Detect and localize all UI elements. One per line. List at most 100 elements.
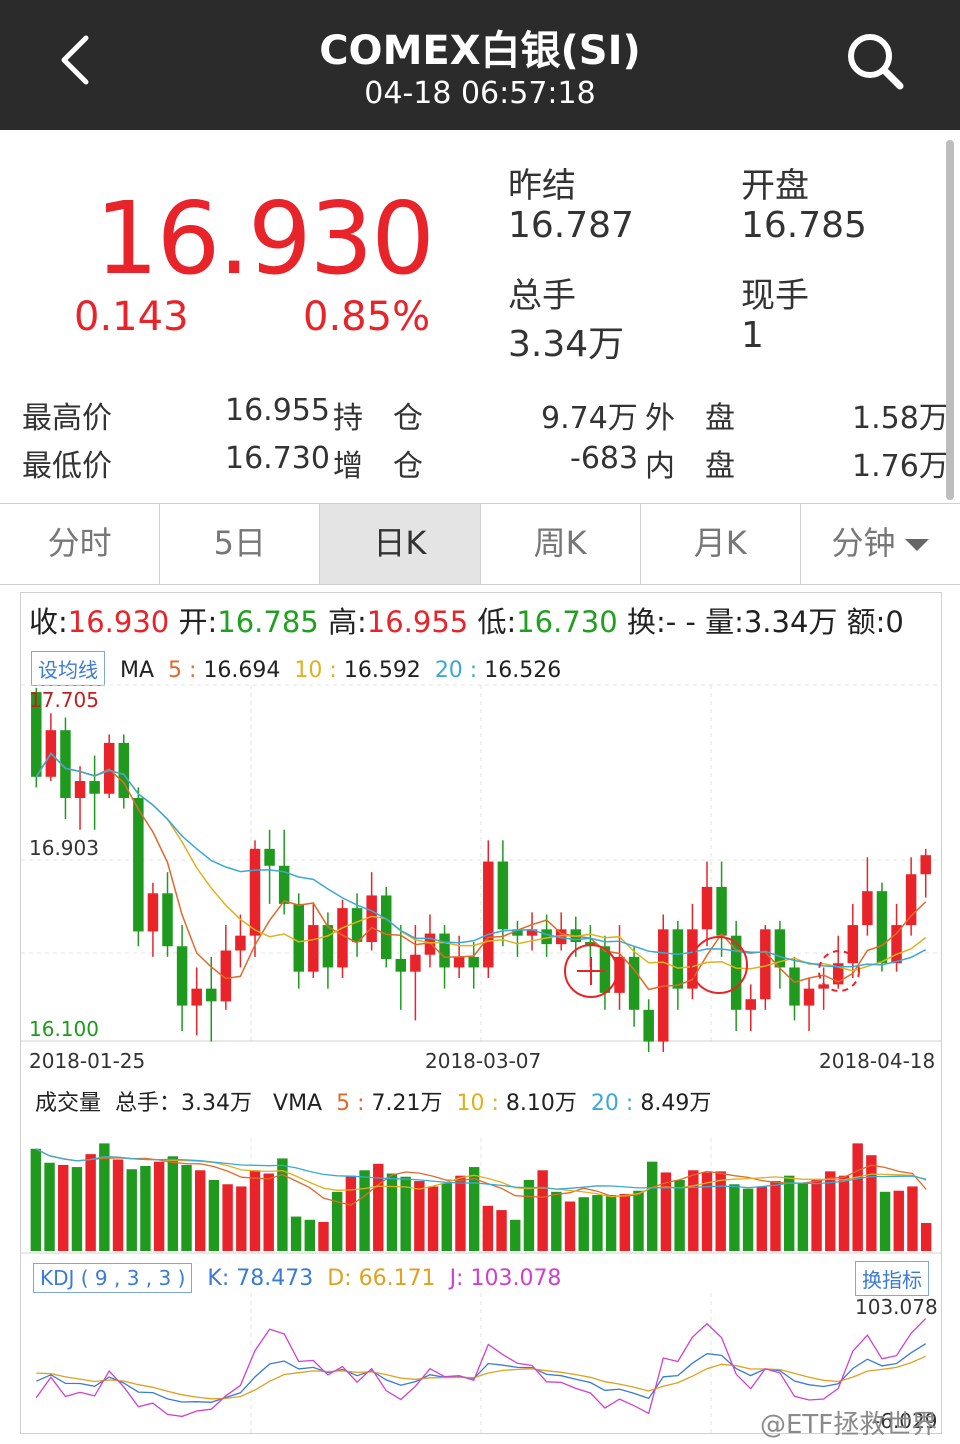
candle-body <box>31 692 42 777</box>
volume-bar <box>373 1163 384 1251</box>
open-value: 16.785 <box>217 605 319 639</box>
volume-bar <box>112 1159 124 1251</box>
candle-body <box>862 891 873 926</box>
candle-body <box>89 781 100 794</box>
close-value: 16.930 <box>67 605 170 639</box>
volume-bar <box>482 1205 494 1251</box>
set-ma-button[interactable]: 设均线 <box>31 651 105 686</box>
volume-bar <box>304 1219 315 1251</box>
oi-change-label: 增 仓 <box>333 449 423 484</box>
candle-body <box>103 742 115 794</box>
candle-body <box>395 958 407 972</box>
scrollbar[interactable] <box>946 140 954 500</box>
candle-body <box>483 861 494 968</box>
candle-body <box>264 848 275 866</box>
candle-body <box>278 865 290 904</box>
volume-bar <box>441 1183 452 1251</box>
dropdown-triangle-icon <box>905 539 930 551</box>
last-price: 16.930 <box>95 180 435 297</box>
volume-bar <box>249 1170 261 1251</box>
volume-value: 量:3.34万 <box>705 605 838 639</box>
candle-body <box>220 950 232 1002</box>
volume-bar <box>195 1170 206 1251</box>
volume-bar <box>468 1167 480 1251</box>
volume-bar <box>592 1195 603 1251</box>
tab-monthly-k[interactable]: 月K <box>641 504 801 584</box>
tab-minute[interactable]: 分钟 <box>801 504 960 584</box>
ma-label: MA <box>120 658 155 683</box>
candle-body <box>832 963 844 985</box>
kdj-settings-button[interactable]: KDJ ( 9 , 3 , 3 ) <box>33 1263 193 1293</box>
total-volume-value: 3.34万 <box>508 324 625 365</box>
volume-bar <box>688 1170 699 1251</box>
switch-indicator-button[interactable]: 换指标 <box>855 1261 929 1296</box>
low-label: 低: <box>477 605 517 639</box>
volume-bar <box>181 1164 192 1251</box>
date-axis-end: 2018-04-18 <box>819 1049 936 1073</box>
volume-bar <box>523 1179 535 1251</box>
candle-body <box>60 730 71 798</box>
ma5-value: 16.694 <box>203 658 281 683</box>
volume-legend: 成交量 总手：3.34万 VMA 5 : 7.21万 10 : 8.10万 20… <box>35 1085 711 1117</box>
tab-label: 分时 <box>47 524 112 562</box>
tab-weekly-k[interactable]: 周K <box>481 504 641 584</box>
price-change: 0.143 <box>74 294 189 340</box>
total-volume-label: 总手 <box>508 276 576 316</box>
volume-bar <box>455 1175 466 1251</box>
volume-bar <box>496 1210 507 1251</box>
back-arrow-icon[interactable] <box>50 30 110 90</box>
volume-bar <box>263 1173 274 1251</box>
candle-body <box>847 925 859 964</box>
volume-bar <box>578 1197 589 1251</box>
volume-bar <box>30 1148 42 1251</box>
candle-body <box>891 925 902 964</box>
vma20-label: 20 : <box>590 1091 634 1116</box>
volume-bar <box>85 1154 96 1251</box>
ma20-line <box>35 752 927 968</box>
candlestick-chart[interactable] <box>21 593 941 1433</box>
volume-bar <box>345 1175 357 1251</box>
period-tabs: 分时 5日 日K 周K 月K 分钟 <box>0 503 960 585</box>
volume-total-value: 3.34万 <box>181 1091 253 1116</box>
ma5-label: 5 : <box>168 658 197 683</box>
volume-bar <box>825 1171 836 1251</box>
volume-bar <box>660 1172 672 1251</box>
candle-body <box>118 742 130 798</box>
page-title: COMEX白银(SI) <box>319 28 641 74</box>
ma10-line <box>35 752 927 972</box>
vma20-line <box>35 1148 927 1190</box>
ma10-value: 16.592 <box>343 658 421 683</box>
volume-bar <box>783 1175 795 1251</box>
candle-body <box>249 848 261 936</box>
candle-body <box>876 891 888 964</box>
kdj-j-line <box>35 1318 927 1418</box>
amount-value: 额:0 <box>846 605 904 639</box>
tab-5day[interactable]: 5日 <box>160 504 321 584</box>
candle-body <box>235 935 246 951</box>
volume-bar <box>400 1176 411 1251</box>
kdj-axis-top: 103.078 <box>855 1295 938 1319</box>
volume-bar <box>811 1179 822 1251</box>
oi-change-value: -683 <box>570 441 639 476</box>
inner-volume-label: 内 盘 <box>645 449 735 484</box>
candle-body <box>818 984 829 989</box>
search-icon[interactable] <box>842 28 908 94</box>
candle-body <box>453 956 465 968</box>
volume-bar <box>893 1190 904 1251</box>
candle-body <box>905 874 917 926</box>
watermark: @ETF拯救世界 <box>760 1410 938 1440</box>
volume-bar <box>647 1161 658 1251</box>
tab-daily-k[interactable]: 日K <box>320 504 481 584</box>
candle-body <box>147 893 159 932</box>
tab-intraday[interactable]: 分时 <box>0 504 161 584</box>
volume-bar <box>153 1161 165 1251</box>
volume-bar <box>797 1183 809 1251</box>
annotation-circle <box>690 936 748 994</box>
volume-bar <box>126 1169 137 1251</box>
ma5-line <box>35 752 927 991</box>
volume-bar <box>58 1164 69 1251</box>
price-axis-bottom: 16.100 <box>29 1017 99 1041</box>
candle-body <box>701 886 713 930</box>
tab-label: 周K <box>533 524 587 562</box>
kdj-legend: KDJ ( 9 , 3 , 3 ) K: 78.473 D: 66.171 J:… <box>33 1263 561 1293</box>
